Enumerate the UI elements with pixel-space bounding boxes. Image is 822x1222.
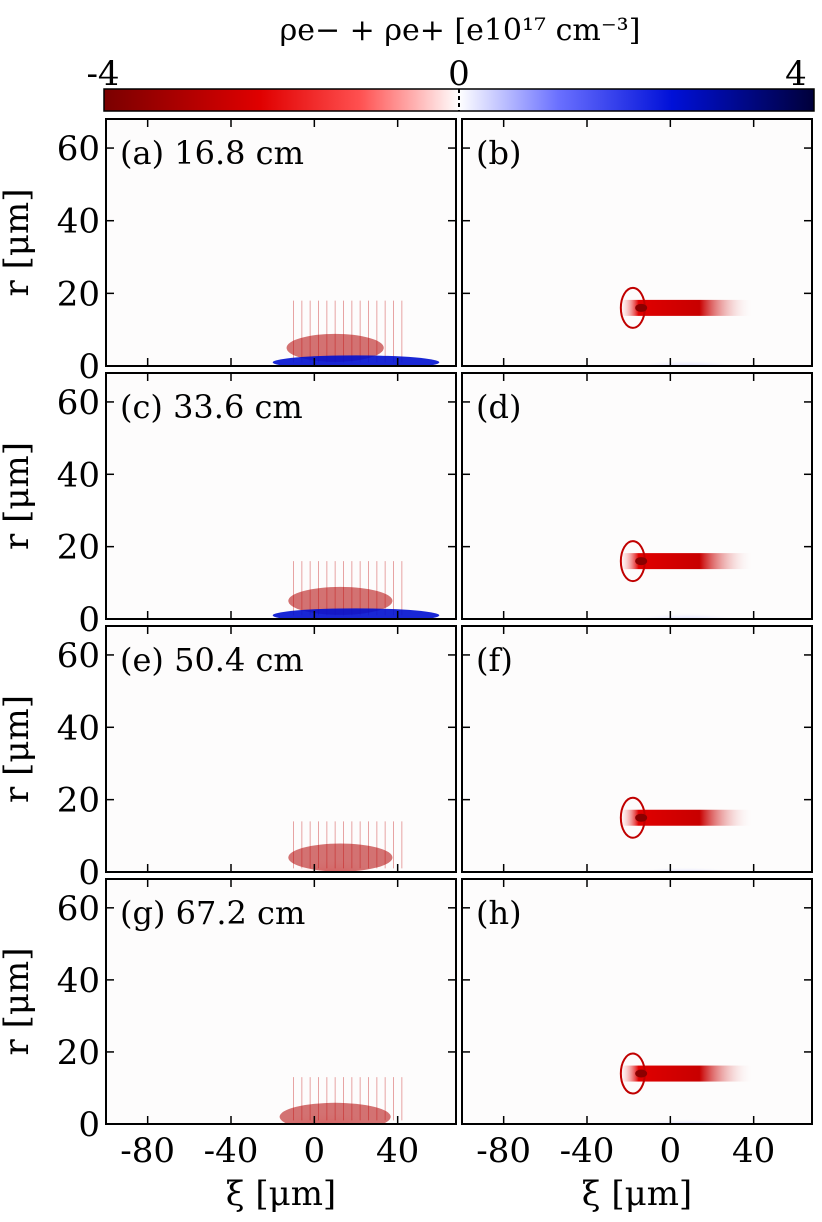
panel-label: (b) [476,134,521,172]
x-tick-label: 40 [376,1131,419,1171]
panel-h: (h) [461,878,813,1125]
ring-bubble-core [635,1069,648,1078]
y-axis-title: r [μm] [0,442,37,550]
colorbar-tick-min: -4 [86,54,119,94]
ring-bubble-core [635,303,648,312]
y-tick-label: 40 [57,202,100,242]
positron-core [272,355,440,366]
y-tick-label: 20 [57,1033,100,1073]
electron-ring [618,1065,754,1082]
y-tick-label: 60 [57,636,100,676]
y-tick-label: 60 [57,129,100,169]
colorbar-tick-zero: 0 [448,54,470,94]
ring-bubble-core [635,813,648,822]
panel-b: (b) [461,118,813,367]
electron-density-core [279,1102,391,1124]
positron-core [597,332,775,366]
panel-label: (c) 33.6 cm [120,388,303,426]
electron-density-core [286,333,384,362]
y-tick-label: 0 [78,853,100,893]
y-tick-label: 20 [57,781,100,821]
x-tick-label: 40 [732,1131,775,1171]
panel-a: (a) 16.8 cm [105,118,457,367]
panel-e: (e) 50.4 cm [105,625,457,873]
x-tick-label: -40 [560,1131,615,1171]
positron-core [597,586,775,619]
x-tick-label: 0 [660,1131,682,1171]
y-tick-label: 0 [78,600,100,640]
x-tick-label: -80 [476,1131,531,1171]
electron-ring [618,553,754,570]
y-tick-label: 40 [57,455,100,495]
y-tick-label: 20 [57,528,100,568]
y-tick-label: 60 [57,889,100,929]
electron-ring [618,299,754,316]
panel-f: (f) [461,625,813,873]
panel-g: (g) 67.2 cm [105,878,457,1125]
y-axis-title: r [μm] [0,189,37,297]
panel-label: (d) [476,388,521,426]
colorbar-tick-max: 4 [785,54,807,94]
y-axis-title: r [μm] [0,695,37,803]
colorbar-title: ρe− + ρe+ [e10¹⁷ cm⁻³] [280,13,641,48]
panel-label: (f) [476,641,513,679]
y-tick-label: 20 [57,274,100,314]
positron-core [597,846,775,872]
y-tick-label: 60 [57,383,100,423]
y-axis-title: r [μm] [0,948,37,1056]
panel-label: (g) 67.2 cm [120,894,305,932]
panel-label: (a) 16.8 cm [120,134,304,172]
y-tick-label: 0 [78,1105,100,1145]
y-tick-label: 40 [57,708,100,748]
panel-label: (h) [476,894,522,932]
panel-c: (c) 33.6 cm [105,372,457,620]
y-tick-label: 0 [78,347,100,387]
ring-bubble-core [635,557,648,566]
positron-core [272,608,440,619]
panel-label: (e) 50.4 cm [120,641,304,679]
panel-d: (d) [461,372,813,620]
x-tick-label: -80 [120,1131,175,1171]
electron-ring [618,809,754,826]
y-tick-label: 40 [57,961,100,1001]
x-tick-label: -40 [204,1131,259,1171]
positron-core [597,1098,775,1124]
x-axis-title: ξ [μm] [582,1174,692,1214]
x-axis-title: ξ [μm] [226,1174,336,1214]
electron-density-core [288,586,393,615]
x-tick-label: 0 [304,1131,326,1171]
